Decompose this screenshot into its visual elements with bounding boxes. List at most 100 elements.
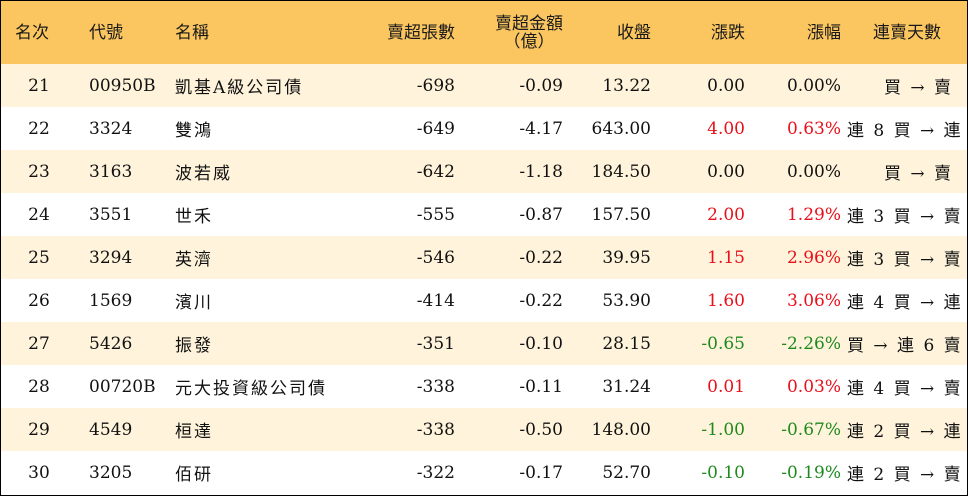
table-row[interactable]: 24 3551 世禾 -555 -0.87 157.50 2.00 1.29% 連 3 買 → …	[1, 193, 967, 236]
consecutive-days-cell: 連 8 買 → 連 4 賣	[847, 121, 967, 141]
header-code[interactable]: 代號	[89, 22, 123, 43]
header-rank[interactable]: 名次	[15, 22, 49, 43]
consecutive-days-cell: 連 4 買 → 賣	[847, 379, 963, 399]
change-pct-cell: 0.03%	[786, 376, 841, 397]
close-price-cell: 31.24	[602, 376, 651, 397]
header-amount-group: 賣超金額 （億）	[495, 15, 563, 51]
change-pct-cell: -2.26%	[781, 333, 841, 354]
close-price-cell: 13.22	[602, 75, 651, 96]
table-row[interactable]: 28 00720B 元大投資級公司債 -338 -0.11 31.24 0.01 0.03% 連…	[1, 365, 967, 408]
rank-cell: 21	[28, 75, 50, 96]
consecutive-days-cell: 買 → 賣	[883, 78, 953, 98]
name-cell: 英濟	[175, 250, 213, 270]
net-sell-amount-cell: -0.09	[519, 75, 563, 96]
net-sell-sheets-cell: -414	[416, 290, 455, 311]
close-price-cell: 52.70	[602, 462, 651, 483]
header-net-sell-amount[interactable]: 賣超金額 （億）	[463, 1, 569, 64]
change-pct-cell: 1.29%	[786, 204, 841, 225]
rank-cell: 29	[28, 419, 50, 440]
net-sell-amount-cell: -0.22	[519, 247, 563, 268]
net-sell-amount-cell: -0.17	[519, 462, 563, 483]
close-price-cell: 184.50	[591, 161, 651, 182]
consecutive-days-cell: 買 → 賣	[883, 164, 953, 184]
net-sell-sheets-cell: -698	[416, 75, 455, 96]
code-cell: 3163	[89, 161, 133, 182]
change-cell: 0.00	[707, 75, 745, 96]
table-row[interactable]: 23 3163 波若威 -642 -1.18 184.50 0.00 0.00% 買 → 賣	[1, 150, 967, 193]
header-consecutive-days[interactable]: 連賣天數	[873, 22, 941, 43]
change-cell: -0.10	[701, 462, 745, 483]
table-row[interactable]: 22 3324 雙鴻 -649 -4.17 643.00 4.00 0.63% 連 8 買 → …	[1, 107, 967, 150]
change-pct-cell: 0.63%	[786, 118, 841, 139]
consecutive-days-cell: 連 2 買 → 賣	[847, 465, 963, 485]
rank-cell: 26	[28, 290, 50, 311]
close-price-cell: 643.00	[591, 118, 651, 139]
rank-cell: 27	[28, 333, 50, 354]
net-sell-amount-cell: -0.87	[519, 204, 563, 225]
change-cell: 4.00	[707, 118, 745, 139]
table-row[interactable]: 25 3294 英濟 -546 -0.22 39.95 1.15 2.96% 連 3 買 → 賣	[1, 236, 967, 279]
code-cell: 1569	[89, 290, 133, 311]
close-price-cell: 157.50	[591, 204, 651, 225]
close-price-cell: 39.95	[602, 247, 651, 268]
change-cell: 0.01	[707, 376, 745, 397]
code-cell: 00950B	[89, 75, 156, 96]
header-net-sell-sheets[interactable]: 賣超張數	[387, 22, 455, 43]
change-pct-cell: -0.67%	[781, 419, 841, 440]
name-cell: 桓達	[175, 422, 213, 442]
header-change-pct[interactable]: 漲幅	[807, 22, 841, 43]
net-sell-sheets-cell: -555	[416, 204, 455, 225]
change-pct-cell: -0.19%	[781, 462, 841, 483]
net-sell-sheets-cell: -322	[416, 462, 455, 483]
code-cell: 3551	[89, 204, 133, 225]
consecutive-days-cell: 連 3 買 → 賣	[847, 207, 963, 227]
change-pct-cell: 0.00%	[786, 75, 841, 96]
net-sell-amount-cell: -0.11	[519, 376, 563, 397]
net-sell-amount-cell: -4.17	[519, 118, 563, 139]
table-row[interactable]: 21 00950B 凱基A級公司債 -698 -0.09 13.22 0.00 0.00% 買 …	[1, 64, 967, 107]
table-row[interactable]: 27 5426 振發 -351 -0.10 28.15 -0.65 -2.26% 買 → 連 6…	[1, 322, 967, 365]
header-name[interactable]: 名稱	[175, 22, 209, 43]
header-change[interactable]: 漲跌	[711, 22, 745, 43]
consecutive-days-cell: 連 4 買 → 連 3 賣	[847, 293, 967, 313]
header-amount-line1: 賣超金額	[495, 13, 563, 34]
consecutive-days-cell: 連 2 買 → 連 5 賣	[847, 422, 967, 442]
name-cell: 佰研	[175, 465, 213, 485]
code-cell: 4549	[89, 419, 133, 440]
header-close[interactable]: 收盤	[617, 22, 651, 43]
rank-cell: 24	[28, 204, 50, 225]
table-row[interactable]: 30 3205 佰研 -322 -0.17 52.70 -0.10 -0.19% 連 2 買 →…	[1, 451, 967, 494]
name-cell: 波若威	[175, 164, 232, 184]
net-sell-sheets-cell: -338	[416, 419, 455, 440]
name-cell: 雙鴻	[175, 121, 213, 141]
change-cell: 0.00	[707, 161, 745, 182]
code-cell: 3324	[89, 118, 133, 139]
code-cell: 5426	[89, 333, 133, 354]
rank-cell: 28	[28, 376, 50, 397]
net-sell-sheets-cell: -546	[416, 247, 455, 268]
name-cell: 振發	[175, 336, 213, 356]
name-cell: 凱基A級公司債	[175, 78, 304, 98]
net-sell-amount-cell: -0.50	[519, 419, 563, 440]
close-price-cell: 28.15	[602, 333, 651, 354]
code-cell: 00720B	[89, 376, 156, 397]
code-cell: 3294	[89, 247, 133, 268]
header-row: 名次 代號 名稱 賣超張數 賣超金額 （億） 收盤 漲跌 漲幅 連賣天數	[1, 1, 967, 64]
name-cell: 世禾	[175, 207, 213, 227]
table-row[interactable]: 26 1569 濱川 -414 -0.22 53.90 1.60 3.06% 連 4 買 → 連…	[1, 279, 967, 322]
close-price-cell: 53.90	[602, 290, 651, 311]
table-body: 21 00950B 凱基A級公司債 -698 -0.09 13.22 0.00 0.00% 買 …	[1, 64, 967, 494]
rank-cell: 30	[28, 462, 50, 483]
name-cell: 元大投資級公司債	[175, 379, 327, 399]
net-sell-sheets-cell: -351	[416, 333, 455, 354]
change-cell: -0.65	[701, 333, 745, 354]
net-sell-amount-cell: -0.10	[519, 333, 563, 354]
table-row[interactable]: 29 4549 桓達 -338 -0.50 148.00 -1.00 -0.67% 連 2 買 …	[1, 408, 967, 451]
net-sell-sheets-cell: -642	[416, 161, 455, 182]
net-sell-sheets-cell: -649	[416, 118, 455, 139]
change-cell: -1.00	[701, 419, 745, 440]
header-amount-line2: （億）	[503, 31, 555, 52]
rank-cell: 22	[28, 118, 50, 139]
